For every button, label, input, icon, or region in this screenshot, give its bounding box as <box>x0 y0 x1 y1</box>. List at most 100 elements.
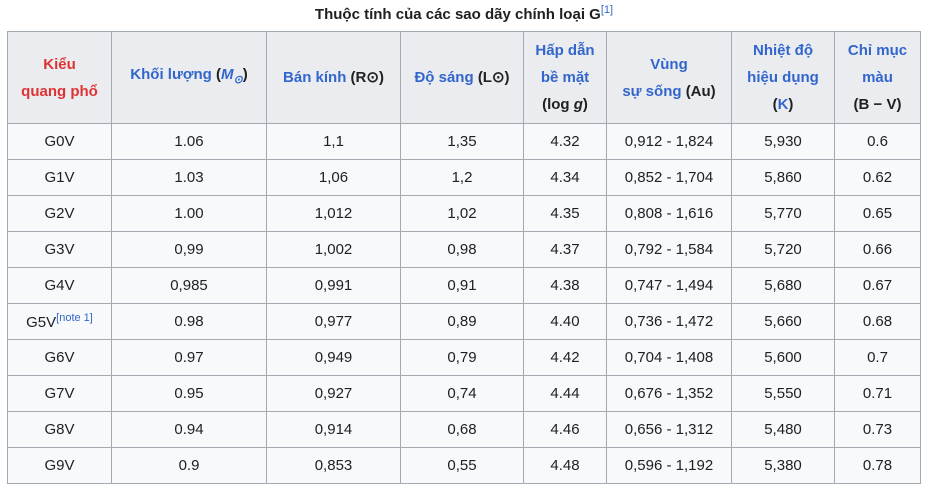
spectral-type-value: G2V <box>44 205 75 222</box>
color-index-link[interactable]: Chỉ mục màu <box>847 42 908 86</box>
header-spectral-type: Kiểu quang phổ <box>7 31 112 124</box>
cell-radius: 0,853 <box>266 447 401 484</box>
cell-spectral-type: G6V <box>7 339 112 376</box>
cell-color: 0.62 <box>834 159 921 196</box>
solar-mass-link[interactable]: M⊙ <box>220 66 243 86</box>
cell-gravity: 4.48 <box>523 447 607 484</box>
cell-gravity: 4.42 <box>523 339 607 376</box>
table-row: G2V 1.00 1,012 1,02 4.35 0,808 - 1,616 5,770 0.… <box>7 195 921 232</box>
cell-temperature: 5,930 <box>731 123 835 160</box>
cell-radius: 0,914 <box>266 411 401 448</box>
g-type-stars-table: Kiểu quang phổ Khối lượng (M⊙) Bán kính (… <box>7 31 921 484</box>
cell-color: 0.6 <box>834 123 921 160</box>
cell-temperature: 5,480 <box>731 411 835 448</box>
cell-habitable: 0,704 - 1,408 <box>606 339 732 376</box>
spectral-type-value: G3V <box>44 241 75 258</box>
cell-radius: 0,991 <box>266 267 401 304</box>
spectral-type-value: G7V <box>44 385 75 402</box>
cell-radius: 0,927 <box>266 375 401 412</box>
spectral-type-value: G0V <box>44 133 75 150</box>
cell-color: 0.67 <box>834 267 921 304</box>
cell-spectral-type: G3V <box>7 231 112 268</box>
mass-link[interactable]: Khối lượng <box>130 66 212 83</box>
spectral-type-value: G4V <box>44 277 75 294</box>
cell-gravity: 4.32 <box>523 123 607 160</box>
habitable-zone-link[interactable]: Vùng sự sống <box>622 55 688 100</box>
cell-luminosity: 1,02 <box>400 195 524 232</box>
cell-mass: 0,99 <box>111 231 267 268</box>
cell-mass: 1.06 <box>111 123 267 160</box>
cell-temperature: 5,770 <box>731 195 835 232</box>
cell-mass: 0.98 <box>111 303 267 340</box>
header-radius: Bán kính (R⊙) <box>266 31 401 124</box>
header-row: Kiểu quang phổ Khối lượng (M⊙) Bán kính (… <box>7 31 921 124</box>
header-mass: Khối lượng (M⊙) <box>111 31 267 124</box>
cell-habitable: 0,912 - 1,824 <box>606 123 732 160</box>
spectral-type-link[interactable]: Kiểu quang phổ <box>21 55 98 100</box>
cell-gravity: 4.40 <box>523 303 607 340</box>
cell-gravity: 4.46 <box>523 411 607 448</box>
table-row: G5V[note 1] 0.98 0,977 0,89 4.40 0,736 - 1,47… <box>7 303 921 340</box>
table-row: G8V 0.94 0,914 0,68 4.46 0,656 - 1,312 5,480 0.… <box>7 411 921 448</box>
cell-temperature: 5,550 <box>731 375 835 412</box>
table-caption: Thuộc tính của các sao dãy chính loại G[… <box>0 4 928 23</box>
table-row: G1V 1.03 1,06 1,2 4.34 0,852 - 1,704 5,860 0.62 <box>7 159 921 196</box>
cell-gravity: 4.37 <box>523 231 607 268</box>
header-habitable-zone: Vùng sự sống (Au) <box>606 31 732 124</box>
cell-luminosity: 0,74 <box>400 375 524 412</box>
cell-luminosity: 0,89 <box>400 303 524 340</box>
surface-gravity-link[interactable]: Hấp dẫn bề mặt <box>535 42 595 86</box>
cell-mass: 0.9 <box>111 447 267 484</box>
cell-habitable: 0,792 - 1,584 <box>606 231 732 268</box>
cell-radius: 0,949 <box>266 339 401 376</box>
cell-color: 0.78 <box>834 447 921 484</box>
header-effective-temperature: Nhiệt độ hiệu dụng (K) <box>731 31 835 124</box>
cell-mass: 0,985 <box>111 267 267 304</box>
cell-spectral-type: G1V <box>7 159 112 196</box>
cell-spectral-type: G9V <box>7 447 112 484</box>
cell-habitable: 0,852 - 1,704 <box>606 159 732 196</box>
cell-spectral-type: G7V <box>7 375 112 412</box>
cell-radius: 1,002 <box>266 231 401 268</box>
spectral-type-value: G8V <box>44 421 75 438</box>
cell-spectral-type: G0V <box>7 123 112 160</box>
cell-habitable: 0,808 - 1,616 <box>606 195 732 232</box>
table-row: G4V 0,985 0,991 0,91 4.38 0,747 - 1,494 5,680 0… <box>7 267 921 304</box>
cell-temperature: 5,660 <box>731 303 835 340</box>
cell-temperature: 5,680 <box>731 267 835 304</box>
cell-mass: 0.97 <box>111 339 267 376</box>
cell-temperature: 5,380 <box>731 447 835 484</box>
cell-habitable: 0,736 - 1,472 <box>606 303 732 340</box>
cell-luminosity: 0,79 <box>400 339 524 376</box>
cell-spectral-type: G2V <box>7 195 112 232</box>
cell-spectral-type: G5V[note 1] <box>7 303 112 340</box>
cell-luminosity: 0,98 <box>400 231 524 268</box>
spectral-type-value: G9V <box>44 457 75 474</box>
cell-gravity: 4.35 <box>523 195 607 232</box>
cell-color: 0.73 <box>834 411 921 448</box>
cell-luminosity: 0,68 <box>400 411 524 448</box>
cell-radius: 1,06 <box>266 159 401 196</box>
cell-luminosity: 0,55 <box>400 447 524 484</box>
note-link[interactable]: [note 1] <box>56 312 93 324</box>
cell-color: 0.7 <box>834 339 921 376</box>
header-surface-gravity: Hấp dẫn bề mặt (log g) <box>523 31 607 124</box>
caption-reference-link[interactable]: [1] <box>600 4 614 16</box>
table-row: G7V 0.95 0,927 0,74 4.44 0,676 - 1,352 5,550 0.… <box>7 375 921 412</box>
cell-luminosity: 1,2 <box>400 159 524 196</box>
kelvin-link[interactable]: K <box>777 96 789 113</box>
cell-spectral-type: G4V <box>7 267 112 304</box>
header-luminosity: Độ sáng (L⊙) <box>400 31 524 124</box>
cell-radius: 1,012 <box>266 195 401 232</box>
cell-radius: 0,977 <box>266 303 401 340</box>
table-row: G3V 0,99 1,002 0,98 4.37 0,792 - 1,584 5,720 0.… <box>7 231 921 268</box>
effective-temperature-link[interactable]: Nhiệt độ hiệu dụng <box>747 42 819 86</box>
cell-mass: 1.00 <box>111 195 267 232</box>
caption-text: Thuộc tính của các sao dãy chính loại G <box>314 6 601 23</box>
cell-temperature: 5,720 <box>731 231 835 268</box>
spectral-type-value: G5V <box>26 314 57 331</box>
cell-gravity: 4.38 <box>523 267 607 304</box>
radius-link[interactable]: Bán kính <box>283 69 347 86</box>
luminosity-link[interactable]: Độ sáng <box>414 69 474 86</box>
cell-luminosity: 0,91 <box>400 267 524 304</box>
